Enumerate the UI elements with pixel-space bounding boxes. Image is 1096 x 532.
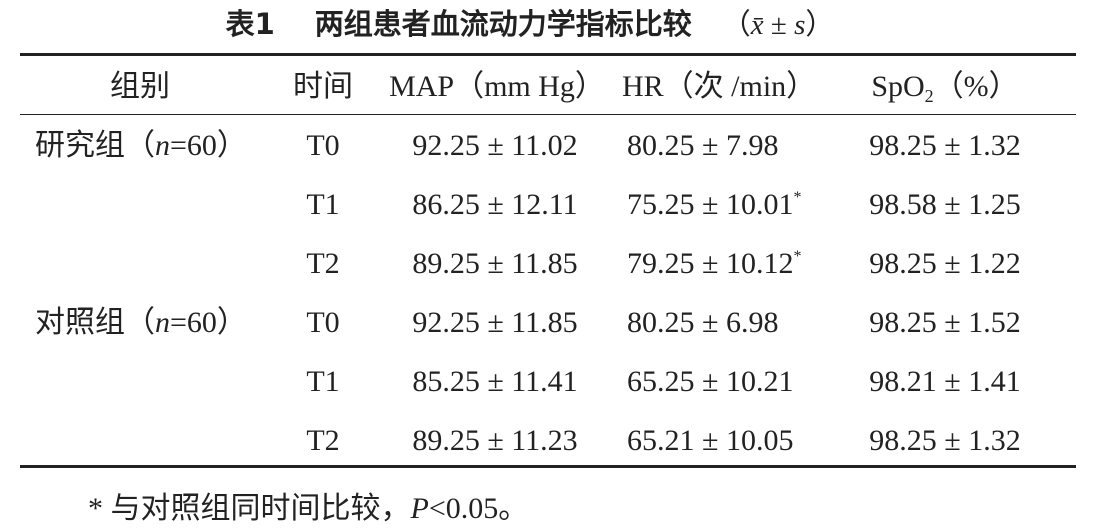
title: 表1 两组患者血流动力学指标比较 （x̄ ± s） xyxy=(226,10,835,40)
top-rule xyxy=(20,53,1076,56)
hr-value: 65.25 ± 10.21 xyxy=(627,365,794,398)
title-stat: （ xyxy=(721,9,751,41)
time-cell: T0 xyxy=(306,129,340,162)
group-label-part: 对照组（ xyxy=(35,306,155,339)
time-cell: T2 xyxy=(306,424,340,457)
footnote-p: P xyxy=(410,492,429,525)
header-cell: 组别 xyxy=(110,70,170,103)
map-cell: 92.25 ± 11.02 xyxy=(412,129,578,162)
map-cell: 85.25 ± 11.41 xyxy=(412,365,578,398)
hr-cell: 80.25 ± 7.98 xyxy=(627,131,778,161)
header-cell: SpO2（%） xyxy=(871,70,1019,106)
header-suffix: （%） xyxy=(933,70,1019,103)
title-stat: s xyxy=(794,9,806,41)
hr-value: 75.25 ± 10.01 xyxy=(627,188,794,221)
footnote-mark: * xyxy=(88,492,103,525)
map-cell: 92.25 ± 11.85 xyxy=(412,306,578,339)
spo2-cell: 98.25 ± 1.32 xyxy=(869,129,1021,162)
hr-mark: * xyxy=(793,189,802,206)
header-text: SpO xyxy=(871,70,925,103)
footnote-text: 与对照组同时间比较， xyxy=(103,492,411,525)
header-cell: MAP（mm Hg） xyxy=(389,70,605,103)
group-label-part: =60） xyxy=(170,306,247,339)
hr-cell: 75.25 ± 10.01* xyxy=(627,190,801,220)
group-label-part: n xyxy=(155,129,170,162)
title-stat: ± xyxy=(763,9,795,41)
title-label: 表1 xyxy=(225,7,275,41)
time-cell: T1 xyxy=(306,365,340,398)
header-rule xyxy=(20,114,1076,115)
spo2-cell: 98.25 ± 1.22 xyxy=(869,247,1021,280)
title-text: 两组患者血流动力学指标比较 xyxy=(314,7,692,41)
spo2-cell: 98.58 ± 1.25 xyxy=(869,188,1021,221)
header-cell: HR（次 /min） xyxy=(622,70,817,103)
map-cell: 86.25 ± 12.11 xyxy=(412,188,578,221)
title-stat: x̄ xyxy=(750,9,764,41)
time-cell: T2 xyxy=(306,247,340,280)
map-cell: 89.25 ± 11.23 xyxy=(412,424,578,457)
group-label: 对照组（n=60） xyxy=(35,308,247,338)
hr-value: 80.25 ± 6.98 xyxy=(627,306,779,339)
bottom-rule xyxy=(20,465,1076,468)
spo2-cell: 98.25 ± 1.32 xyxy=(869,424,1021,457)
hr-value: 80.25 ± 7.98 xyxy=(627,129,779,162)
hr-cell: 79.25 ± 10.12* xyxy=(627,249,801,279)
hr-cell: 80.25 ± 6.98 xyxy=(627,308,778,338)
hr-value: 65.21 ± 10.05 xyxy=(627,424,794,457)
group-label-part: n xyxy=(155,306,170,339)
header-sub: 2 xyxy=(924,86,934,106)
time-cell: T1 xyxy=(306,188,340,221)
header-cell: 时间 xyxy=(293,70,353,103)
hr-cell: 65.21 ± 10.05 xyxy=(627,426,793,456)
group-label: 研究组（n=60） xyxy=(35,131,247,161)
spo2-cell: 98.25 ± 1.52 xyxy=(869,306,1021,339)
group-label-part: =60） xyxy=(170,129,247,162)
hr-cell: 65.25 ± 10.21 xyxy=(627,367,793,397)
spo2-cell: 98.21 ± 1.41 xyxy=(869,365,1021,398)
footnote: * 与对照组同时间比较，P<0.05。 xyxy=(88,494,528,524)
time-cell: T0 xyxy=(306,306,340,339)
footnote-rest: <0.05。 xyxy=(428,492,529,525)
title-stat: ） xyxy=(805,9,835,41)
group-label-part: 研究组（ xyxy=(35,129,155,162)
hr-mark: * xyxy=(793,248,802,265)
hr-value: 79.25 ± 10.12 xyxy=(627,247,794,280)
map-cell: 89.25 ± 11.85 xyxy=(412,247,578,280)
